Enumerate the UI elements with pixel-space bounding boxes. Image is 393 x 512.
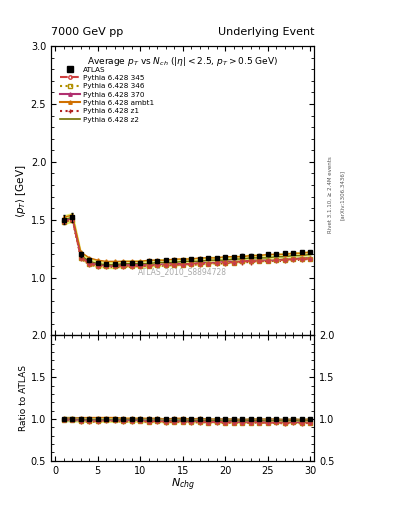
Y-axis label: $\langle p_T\rangle$ [GeV]: $\langle p_T\rangle$ [GeV]: [14, 164, 28, 218]
Text: 7000 GeV pp: 7000 GeV pp: [51, 27, 123, 37]
Text: Underlying Event: Underlying Event: [218, 27, 314, 37]
Legend: ATLAS, Pythia 6.428 345, Pythia 6.428 346, Pythia 6.428 370, Pythia 6.428 ambt1,: ATLAS, Pythia 6.428 345, Pythia 6.428 34…: [57, 64, 156, 125]
Y-axis label: Ratio to ATLAS: Ratio to ATLAS: [19, 365, 28, 431]
Text: [arXiv:1306.3436]: [arXiv:1306.3436]: [340, 169, 345, 220]
Text: Average $p_T$ vs $N_{ch}$ ($|\eta| < 2.5$, $p_T > 0.5$ GeV): Average $p_T$ vs $N_{ch}$ ($|\eta| < 2.5…: [87, 55, 278, 68]
Text: ATLAS_2010_S8894728: ATLAS_2010_S8894728: [138, 267, 227, 276]
Text: Rivet 3.1.10, ≥ 2.4M events: Rivet 3.1.10, ≥ 2.4M events: [328, 156, 333, 233]
X-axis label: $N_{chg}$: $N_{chg}$: [171, 477, 195, 494]
